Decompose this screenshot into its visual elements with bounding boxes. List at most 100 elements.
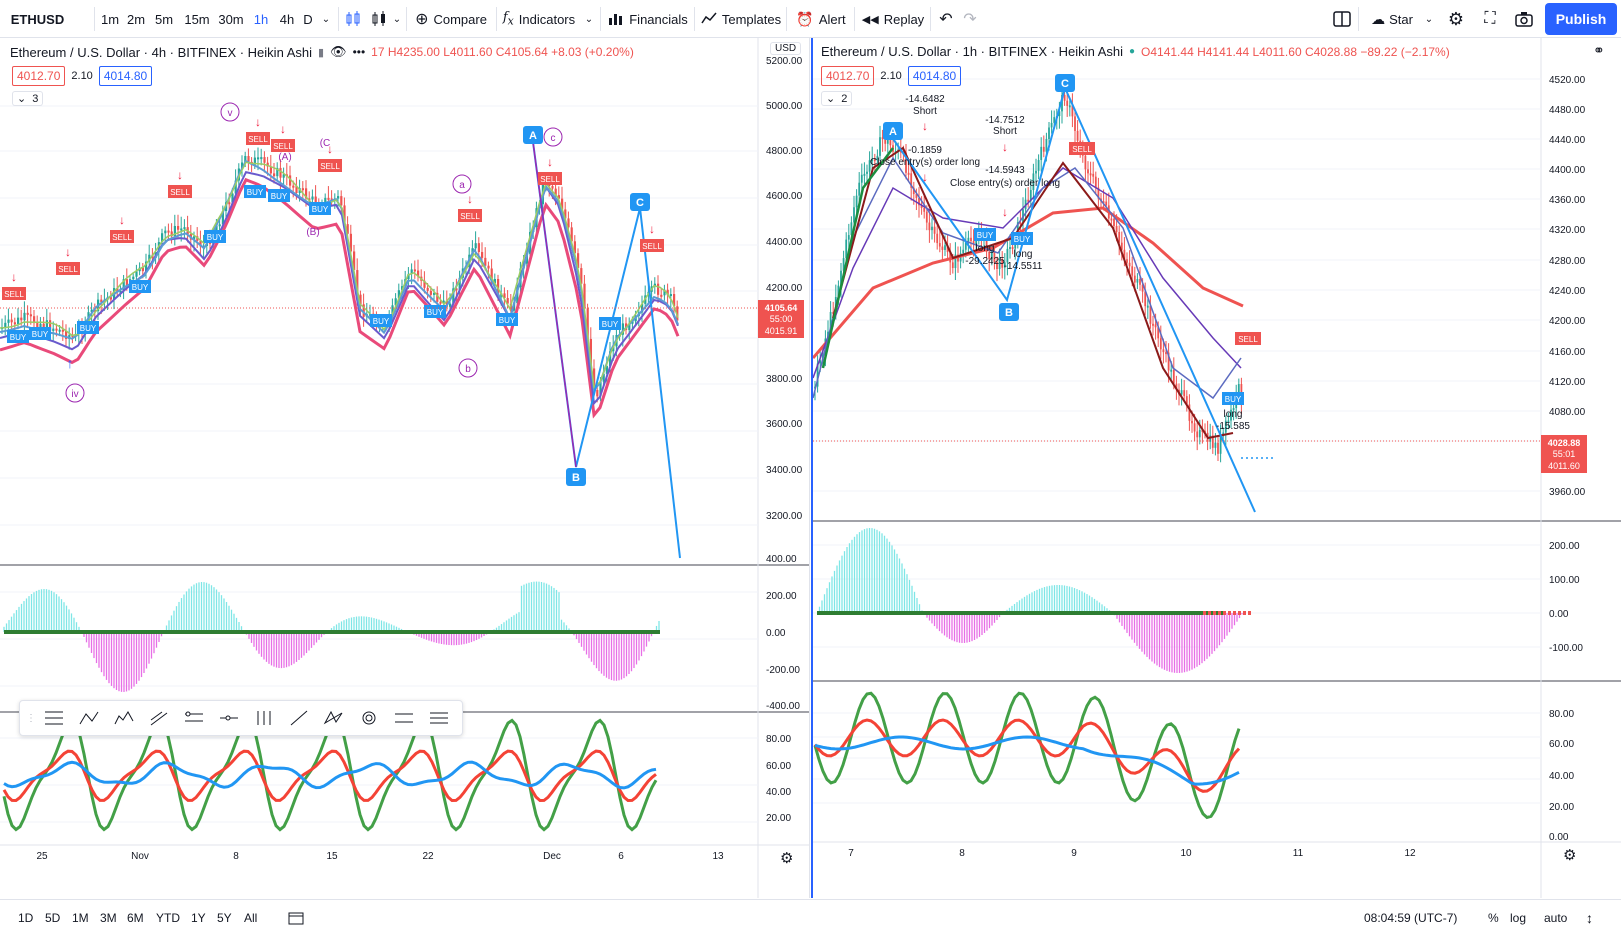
auto-toggle[interactable]: auto [1544, 910, 1568, 925]
compare-button[interactable]: ⊕ Compare [415, 11, 487, 28]
publish-button[interactable]: Publish [1545, 3, 1617, 35]
percent-toggle[interactable]: % [1488, 910, 1499, 925]
range-All[interactable]: All [244, 910, 258, 925]
candle-body [20, 317, 23, 321]
left-chart-pane[interactable]: 5200.00 5000.00 4800.00 4600.00 4400.00 4200.… [0, 38, 810, 898]
candle-body [343, 205, 346, 225]
chevron-down-icon[interactable]: ⌄ [392, 13, 402, 25]
fib-retracement-icon[interactable] [40, 705, 67, 732]
gann-icon[interactable] [250, 705, 277, 732]
chevron-down-icon[interactable]: ⌄ [321, 13, 331, 25]
horizontal-ray-icon[interactable] [215, 705, 242, 732]
right-title[interactable]: Ethereum / U.S. Dollar · 1h · BITFINEX ·… [821, 44, 1123, 59]
layout-icon[interactable] [1330, 0, 1354, 38]
candle-body [936, 233, 939, 244]
long-position-icon[interactable] [425, 705, 452, 732]
candle-body [847, 235, 850, 240]
candle-body [490, 268, 493, 284]
financials-button[interactable]: Financials [606, 0, 690, 38]
eye-icon[interactable]: 👁 [330, 44, 347, 59]
interval-15m[interactable]: 15m [184, 11, 210, 27]
trend-line-icon[interactable] [285, 705, 312, 732]
templates-button[interactable]: Templates [700, 0, 782, 38]
candle-body [1180, 390, 1183, 395]
currency-button[interactable]: USD [770, 42, 802, 55]
range-5Y[interactable]: 5Y [217, 910, 232, 925]
candle-body [423, 280, 426, 288]
clock-readout[interactable]: 08:04:59 (UTC-7) [1364, 910, 1458, 925]
interval-1h[interactable]: 1h [253, 11, 269, 27]
candle-body [1211, 435, 1214, 448]
chevron-down-icon[interactable]: ⌄ [1424, 13, 1434, 25]
candle-body [920, 205, 923, 208]
range-1M[interactable]: 1M [72, 910, 89, 925]
log-toggle[interactable]: log [1510, 910, 1527, 925]
elliott-wave-icon[interactable] [110, 705, 137, 732]
date-range-icon[interactable] [390, 705, 417, 732]
camera-icon[interactable] [1512, 0, 1536, 38]
gear-icon[interactable]: ⚙ [1447, 8, 1465, 29]
candle-body [1123, 249, 1126, 260]
candle-body [589, 338, 592, 369]
symbol-search[interactable]: ETHUSD [10, 11, 65, 27]
interval-30m[interactable]: 30m [218, 11, 244, 27]
xabcd-pattern-icon[interactable] [320, 705, 347, 732]
collapse-indicators-button[interactable]: ⌄ 3 [12, 91, 44, 106]
left-title[interactable]: Ethereum / U.S. Dollar · 4h · BITFINEX ·… [10, 44, 312, 60]
candle-body [39, 323, 42, 328]
ask-price-button[interactable]: 4014.80 [98, 66, 153, 86]
range-YTD[interactable]: YTD [156, 910, 180, 925]
star-button[interactable]: ☁ Star [1371, 10, 1413, 27]
bookmark-icon[interactable]: ▮ [317, 46, 325, 59]
redo-icon[interactable]: ↷ [963, 11, 977, 28]
range-1D[interactable]: 1D [18, 910, 34, 925]
osc-tick-label: -400.00 [766, 701, 800, 712]
goto-date-icon[interactable] [288, 900, 304, 935]
right-bid-ask: 4012.70 2.10 4014.80 [821, 66, 962, 86]
interval-2m[interactable]: 2m [126, 11, 146, 27]
range-6M[interactable]: 6M [127, 910, 144, 925]
collapse-indicators-button[interactable]: ⌄ 2 [821, 91, 853, 106]
candle-body [1089, 173, 1092, 176]
indicators-button[interactable]: fx Indicators [502, 10, 576, 28]
fib-spiral-icon[interactable] [355, 705, 382, 732]
interval-1m[interactable]: 1m [100, 11, 120, 27]
resize-icon[interactable]: ↕ [1586, 909, 1593, 926]
range-3M[interactable]: 3M [100, 910, 117, 925]
candle-body [842, 258, 845, 271]
interval-4h[interactable]: 4h [279, 11, 295, 27]
parallel-lines-icon[interactable] [180, 705, 207, 732]
interval-D[interactable]: D [303, 11, 313, 27]
range-1Y[interactable]: 1Y [191, 910, 206, 925]
candle-body [308, 198, 311, 201]
right-legend: Ethereum / U.S. Dollar · 1h · BITFINEX ·… [821, 44, 1450, 59]
range-5D[interactable]: 5D [45, 910, 61, 925]
ask-price-button[interactable]: 4014.80 [907, 66, 962, 86]
sell-signal [318, 159, 342, 172]
interval-5m[interactable]: 5m [154, 11, 174, 27]
undo-icon[interactable]: ↶ [939, 11, 953, 28]
candle-body [1214, 442, 1217, 448]
trend-channel-icon[interactable] [145, 705, 172, 732]
candle-body [276, 167, 279, 177]
abcd-pattern-icon[interactable] [75, 705, 102, 732]
candle-body [1118, 232, 1121, 243]
right-chart-pane[interactable]: 4520.00 4480.00 4440.00 4400.00 4360.00 4320.… [811, 38, 1621, 898]
bid-price-button[interactable]: 4012.70 [12, 66, 66, 86]
more-icon[interactable]: ••• [352, 45, 366, 59]
candle-body [1014, 242, 1017, 249]
chart-type-icon[interactable] [368, 0, 390, 38]
user-icon[interactable]: ⚭ [1593, 42, 1605, 58]
right-chart-canvas[interactable]: 4520.00 4480.00 4440.00 4400.00 4360.00 4320.… [813, 38, 1621, 898]
drag-handle[interactable]: ⋮ [26, 712, 36, 724]
left-chart-canvas[interactable]: 5200.00 5000.00 4800.00 4600.00 4400.00 4200.… [0, 38, 810, 898]
bid-price-button[interactable]: 4012.70 [821, 66, 875, 86]
fullscreen-icon[interactable]: ⛶ [1484, 10, 1496, 27]
candle-body [915, 194, 918, 198]
chevron-down-icon[interactable]: ⌄ [584, 13, 594, 25]
date-tick-label: 25 [36, 851, 48, 862]
alert-button[interactable]: ⏰ Alert [796, 10, 846, 27]
replay-button[interactable]: ◀◀ Replay [861, 11, 925, 27]
candles-icon[interactable] [342, 0, 364, 38]
buy-signal-label: BUY [312, 205, 329, 214]
